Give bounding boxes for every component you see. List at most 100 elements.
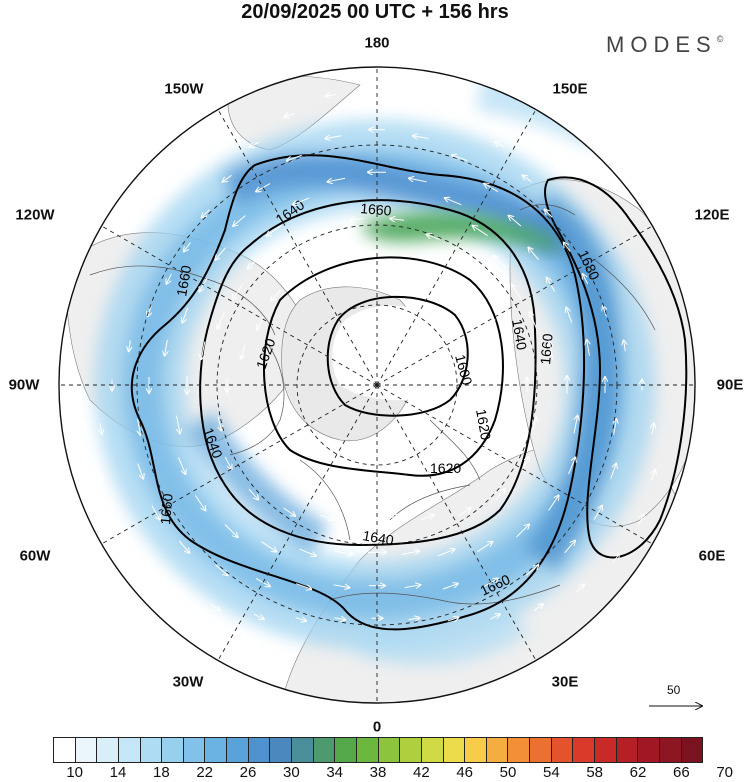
wind-vector-arrow: [137, 463, 143, 479]
colorbar-tick-label: 22: [196, 764, 213, 781]
colorbar-tick-label: 58: [586, 764, 603, 781]
colorbar: [53, 737, 703, 763]
colorbar-swatch: [595, 738, 617, 762]
wind-vector-arrow: [202, 209, 210, 218]
contour-labels: 1600 1620 1620 1620 1640 1640 1640 1640 …: [157, 196, 603, 598]
colorbar-tick-label: 46: [456, 764, 473, 781]
colorbar-swatch: [616, 738, 639, 762]
wind-vector-arrow: [568, 457, 576, 475]
wind-vector-arrow: [261, 541, 276, 552]
wind-vector-arrow: [413, 136, 429, 139]
wind-vector-arrow: [530, 312, 537, 329]
lon-label-150e: 150E: [552, 80, 588, 98]
wind-vector-arrow: [564, 243, 571, 252]
wind-vector-arrow: [548, 495, 559, 511]
wind-vector-arrow: [545, 210, 553, 218]
wind-vector-arrow: [215, 247, 227, 260]
wind-vector-arrow: [494, 256, 507, 269]
colorbar-swatch: [248, 738, 271, 762]
colorbar-swatch: [530, 738, 552, 762]
colorbar-swatch: [378, 738, 401, 762]
wind-vector-arrow: [248, 255, 261, 269]
reference-vector-arrow: [649, 698, 704, 714]
wind-vector-arrow: [409, 178, 427, 183]
colorbar-swatch: [659, 738, 682, 762]
colorbar-swatch: [227, 738, 249, 762]
lon-label-60e: 60E: [698, 547, 726, 565]
wind-vector-arrow: [401, 551, 420, 556]
wind-vector-arrow: [477, 542, 493, 553]
colorbar-swatch: [486, 738, 509, 762]
wind-vector-arrow: [327, 177, 346, 182]
wind-vector-arrow: [390, 219, 405, 221]
wind-vector-arrow: [215, 564, 228, 575]
contour-label-1660: 1660: [360, 200, 393, 219]
contour-1600: [326, 295, 469, 417]
wind-vector-arrow: [182, 307, 189, 323]
wind-vector-arrow: [250, 141, 260, 147]
colorbar-tick-label: 38: [369, 764, 387, 781]
wind-vector-arrow: [652, 470, 655, 481]
wind-vector-arrow: [266, 225, 282, 236]
wind-vector-arrow: [576, 584, 584, 593]
wind-vector-arrow: [523, 175, 532, 183]
contour-label-1620-b: 1620: [430, 460, 461, 476]
wind-vector-arrow: [509, 345, 512, 359]
wind-vector-arrow: [224, 456, 232, 469]
wind-vector-arrow: [350, 219, 364, 221]
wind-vector-arrow: [603, 306, 606, 317]
wind-vector-arrow: [427, 234, 440, 240]
colorbar-swatch: [465, 738, 487, 762]
colorbar-swatch: [162, 738, 184, 762]
wind-vector-arrow: [293, 197, 310, 205]
wind-vector-arrow: [533, 604, 543, 611]
wind-vector-arrow: [334, 550, 353, 555]
colorbar-tick-label: 18: [152, 764, 170, 781]
wind-vector-arrow: [109, 514, 115, 525]
colorbar-swatch: [292, 738, 314, 762]
wind-vector-arrow: [583, 274, 589, 285]
wind-vector-arrow: [233, 284, 244, 299]
colorbar-tick-label: 66: [672, 764, 690, 781]
wind-vector-arrow: [566, 308, 573, 323]
wind-vector-arrow: [474, 290, 484, 301]
meridian-line: [101, 225, 378, 386]
wind-vector-arrow: [218, 416, 221, 431]
contour-label-1660-d: 1660: [157, 493, 176, 526]
geopotential-contours: [130, 154, 688, 631]
wind-vector-arrow: [256, 183, 271, 192]
wind-vector-arrow: [333, 585, 350, 588]
lon-label-120e: 120E: [694, 206, 730, 224]
wind-vector-arrow: [248, 488, 258, 499]
wind-vector-arrow: [299, 548, 316, 556]
colorbar-tick-label: 42: [412, 764, 430, 781]
lon-label-180: 180: [364, 34, 390, 52]
wind-vector-arrow: [525, 565, 538, 576]
wind-vector-arrow: [624, 340, 626, 352]
colorbar-tick-labels: 10 14 18 22 26 30 34 38 42 46 50 54 58 62 66 70: [53, 764, 733, 782]
meridian-line: [217, 384, 378, 661]
brand-logo: MODES©: [606, 32, 723, 58]
lon-label-150w: 150W: [164, 80, 204, 98]
contour-1640: [199, 199, 537, 547]
wind-vector-arrow: [151, 505, 160, 520]
meridian-line: [217, 109, 378, 386]
wind-vector-arrow: [353, 516, 368, 518]
wind-vector-arrow: [509, 216, 522, 227]
lon-label-120w: 120W: [15, 206, 55, 224]
colorbar-swatch: [335, 738, 357, 762]
map-title: 20/09/2025 00 UTC + 156 hrs: [241, 1, 509, 23]
meridian-line: [376, 384, 653, 545]
wind-vector-arrow: [296, 583, 311, 589]
jet-max-shading: [360, 211, 560, 252]
colorbar-swatch: [508, 738, 531, 762]
wind-vector-arrow: [587, 340, 590, 356]
wind-vector-arrow: [326, 94, 337, 96]
lon-label-60w: 60W: [19, 547, 51, 565]
colorbar-swatch: [421, 738, 444, 762]
wind-vector-arrow: [593, 506, 602, 520]
wind-vector-arrow: [511, 284, 522, 300]
wind-vector-arrow: [320, 514, 333, 520]
reference-vector-label: 50: [667, 683, 681, 697]
colorbar-tick-label: 70: [716, 764, 733, 781]
